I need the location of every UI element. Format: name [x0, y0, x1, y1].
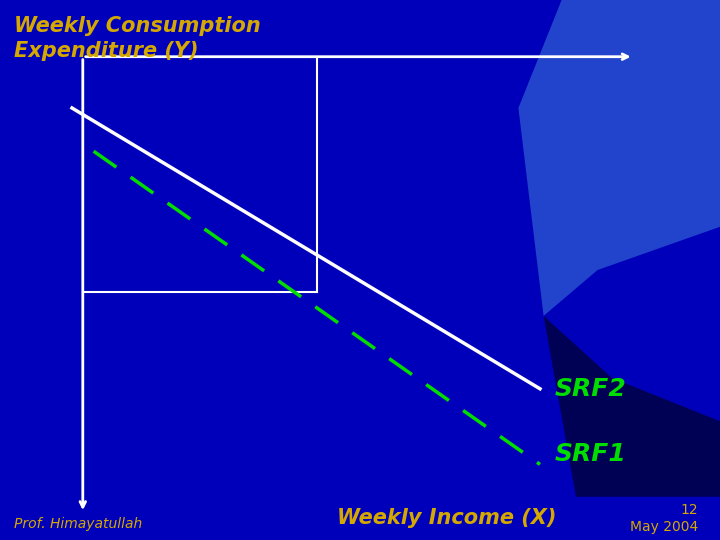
Text: 12: 12 [681, 503, 698, 517]
Text: Prof. Himayatullah: Prof. Himayatullah [14, 517, 143, 531]
Polygon shape [518, 0, 720, 316]
Text: May 2004: May 2004 [630, 519, 698, 534]
Text: Weekly Income (X): Weekly Income (X) [337, 508, 556, 529]
Text: Weekly Consumption
Expenditure (Y): Weekly Consumption Expenditure (Y) [14, 16, 261, 61]
Text: SRF1: SRF1 [554, 442, 626, 465]
Polygon shape [544, 316, 720, 497]
Text: SRF2: SRF2 [554, 377, 626, 401]
